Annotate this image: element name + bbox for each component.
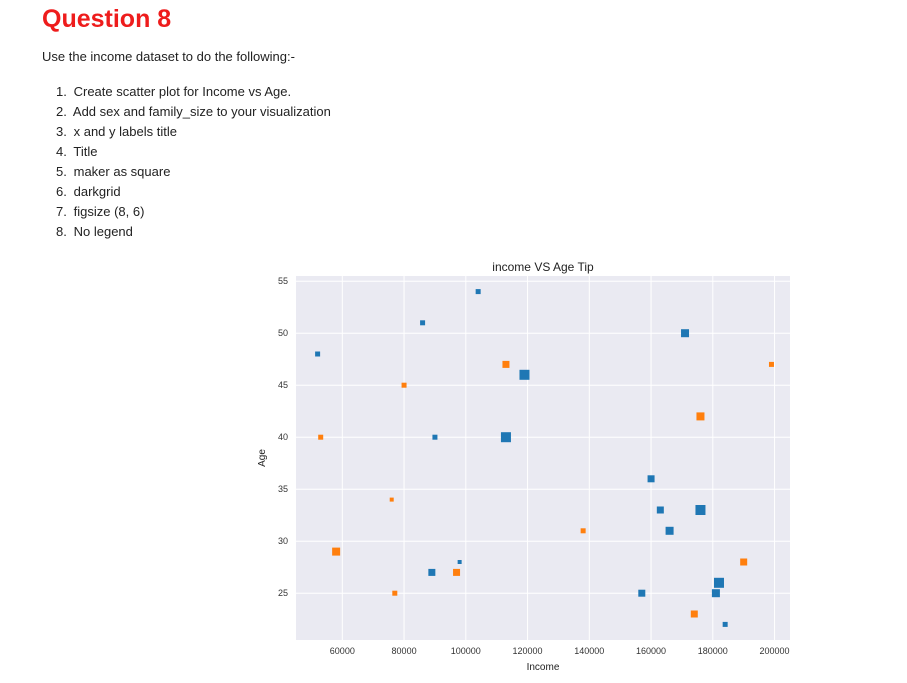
- y-tick-label: 40: [278, 432, 288, 442]
- data-point: [696, 412, 705, 421]
- data-point: [695, 505, 706, 515]
- task-text: x and y labels title: [70, 124, 177, 139]
- y-tick-label: 50: [278, 328, 288, 338]
- data-point: [457, 560, 462, 564]
- data-point: [656, 506, 664, 514]
- task-item: 1. Create scatter plot for Income vs Age…: [42, 82, 331, 102]
- data-point: [519, 369, 530, 380]
- data-point: [740, 558, 748, 566]
- y-tick-label: 55: [278, 276, 288, 286]
- data-point: [318, 434, 324, 440]
- task-text: figsize (8, 6): [70, 204, 145, 219]
- task-list: 1. Create scatter plot for Income vs Age…: [42, 82, 331, 242]
- task-number: 3.: [56, 124, 67, 139]
- y-tick-label: 30: [278, 536, 288, 546]
- task-item: 6. darkgrid: [42, 182, 331, 202]
- instructions-intro: Use the income dataset to do the followi…: [42, 49, 295, 64]
- data-point: [500, 432, 511, 443]
- task-number: 8.: [56, 224, 67, 239]
- x-tick-label: 140000: [574, 646, 604, 656]
- plot-area: [296, 276, 790, 640]
- task-text: No legend: [70, 224, 133, 239]
- data-point: [420, 320, 426, 326]
- data-point: [401, 382, 407, 388]
- data-point: [389, 497, 394, 502]
- task-item: 8. No legend: [42, 222, 331, 242]
- x-tick-label: 200000: [760, 646, 790, 656]
- data-point: [580, 528, 586, 534]
- data-point: [768, 361, 774, 367]
- task-text: darkgrid: [70, 184, 121, 199]
- task-number: 1.: [56, 84, 67, 99]
- x-tick-label: 100000: [451, 646, 481, 656]
- x-axis-label: Income: [527, 662, 560, 673]
- data-point: [711, 589, 720, 598]
- y-axis-label: Age: [257, 449, 268, 467]
- x-tick-label: 60000: [330, 646, 355, 656]
- task-item: 2. Add sex and family_size to your visua…: [42, 102, 331, 122]
- data-point: [453, 568, 461, 576]
- chart-title: income VS Age Tip: [492, 260, 594, 274]
- task-number: 6.: [56, 184, 67, 199]
- task-number: 7.: [56, 204, 67, 219]
- y-tick-label: 45: [278, 380, 288, 390]
- task-number: 5.: [56, 164, 67, 179]
- data-point: [665, 526, 674, 535]
- x-tick-label: 80000: [392, 646, 417, 656]
- x-tick-label: 160000: [636, 646, 666, 656]
- task-text: Create scatter plot for Income vs Age.: [70, 84, 292, 99]
- data-point: [722, 621, 728, 627]
- data-point: [428, 568, 436, 576]
- data-point: [432, 434, 438, 440]
- x-tick-label: 180000: [698, 646, 728, 656]
- data-point: [502, 360, 510, 368]
- data-point: [647, 475, 655, 483]
- data-point: [638, 589, 646, 597]
- task-item: 5. maker as square: [42, 162, 331, 182]
- data-point: [332, 547, 341, 556]
- x-tick-label: 120000: [513, 646, 543, 656]
- task-number: 2.: [56, 104, 67, 119]
- data-point: [315, 351, 321, 357]
- task-item: 3. x and y labels title: [42, 122, 331, 142]
- data-point: [681, 329, 690, 338]
- task-number: 4.: [56, 144, 67, 159]
- task-text: maker as square: [70, 164, 171, 179]
- data-point: [392, 590, 398, 596]
- task-text: Add sex and family_size to your visualiz…: [70, 104, 331, 119]
- scatter-chart: 60000 80000 100000 120000 140000 160000 180000…: [257, 260, 790, 673]
- data-point: [690, 610, 698, 618]
- question-heading: Question 8: [42, 5, 172, 33]
- task-item: 7. figsize (8, 6): [42, 202, 331, 222]
- data-point: [713, 577, 724, 588]
- data-point: [475, 289, 481, 295]
- y-tick-label: 35: [278, 484, 288, 494]
- task-item: 4. Title: [42, 142, 331, 162]
- y-tick-label: 25: [278, 588, 288, 598]
- task-text: Title: [70, 144, 98, 159]
